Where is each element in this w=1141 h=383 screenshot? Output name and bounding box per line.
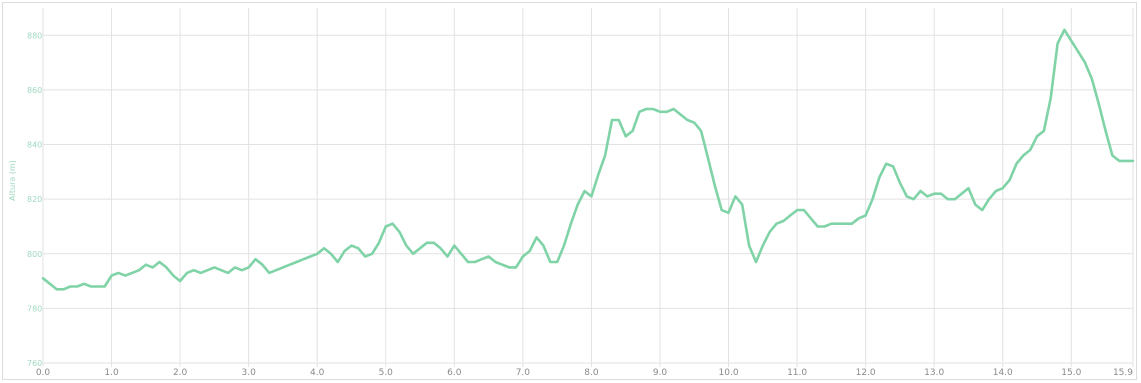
x-tick-label: 2.0 — [173, 368, 188, 378]
x-tick-label: 3.0 — [241, 368, 256, 378]
x-axis-ticks: 0.0 1.0 2.0 3.0 4.0 5.0 6.0 7.0 8.0 9.0 10.0 11.0 12… — [36, 368, 1133, 378]
x-tick-label: 5.0 — [379, 368, 394, 378]
elevation-chart: 0.0 1.0 2.0 3.0 4.0 5.0 6.0 7.0 8.0 9.0 10.0 11.0 12… — [8, 8, 1135, 378]
y-tick-label: 860 — [27, 86, 42, 95]
x-tick-label: 4.0 — [310, 368, 325, 378]
plot-area — [41, 28, 1135, 291]
x-tick-label: 13.0 — [924, 368, 944, 378]
x-tick-label: 8.0 — [584, 368, 599, 378]
y-axis-ticks: 760 780 800 820 840 860 880 — [27, 31, 42, 368]
x-tick-label: 12.0 — [856, 368, 876, 378]
y-axis-label: Altura (m) — [8, 160, 17, 201]
x-tick-label: 7.0 — [516, 368, 531, 378]
x-tick-label: 15.9 — [1113, 368, 1133, 378]
x-tick-label: 10.0 — [719, 368, 739, 378]
x-tick-label: 0.0 — [36, 368, 51, 378]
elevation-line — [41, 28, 1135, 291]
y-tick-label: 780 — [27, 304, 42, 313]
y-tick-label: 760 — [27, 359, 42, 368]
x-tick-label: 14.0 — [993, 368, 1013, 378]
x-tick-label: 9.0 — [653, 368, 668, 378]
x-tick-label: 1.0 — [104, 368, 119, 378]
y-tick-label: 880 — [27, 31, 42, 40]
x-tick-label: 6.0 — [447, 368, 462, 378]
grid — [42, 8, 1134, 367]
x-tick-label: 11.0 — [787, 368, 807, 378]
y-tick-label: 840 — [27, 141, 42, 150]
x-tick-label: 15.0 — [1061, 368, 1081, 378]
y-tick-label: 820 — [27, 195, 42, 204]
y-tick-label: 800 — [27, 250, 42, 259]
